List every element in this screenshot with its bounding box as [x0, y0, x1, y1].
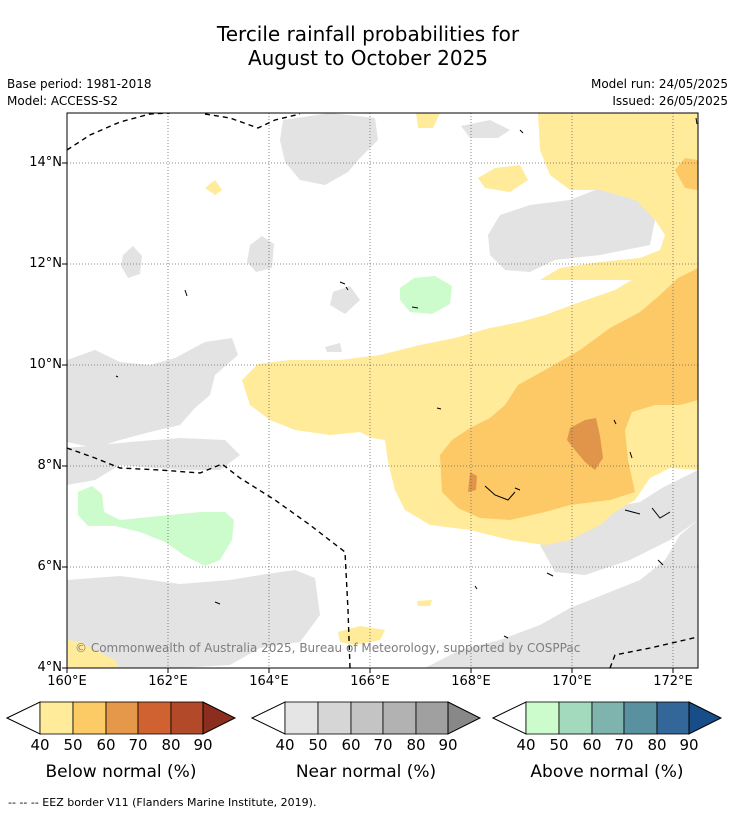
cbar-near-swatch [317, 701, 352, 735]
lon-label-168e: 168°E [451, 674, 491, 689]
above-tick-50: 50 [549, 736, 569, 754]
near-tick-40: 40 [275, 736, 295, 754]
near-normal-colorbar [251, 701, 482, 735]
near-tick-90: 90 [438, 736, 458, 754]
lon-label-164e: 164°E [249, 674, 289, 689]
map-title-line-1: Tercile rainfall probabilities for [216, 22, 520, 46]
above-normal-colorbar [492, 701, 723, 735]
lon-label-166e: 166°E [350, 674, 390, 689]
eez-border-lines [67, 113, 698, 668]
above-normal-label: Above normal (%) [530, 762, 684, 782]
above-tick-60: 60 [582, 736, 602, 754]
near-normal-label: Near normal (%) [295, 762, 437, 782]
lat-label-14n: 14°N [29, 155, 62, 170]
near-tick-60: 60 [341, 736, 361, 754]
below-normal-label: Below normal (%) [45, 762, 197, 782]
probability-map [62, 112, 699, 673]
below-normal-60-70-regions [468, 418, 603, 492]
above-normal-40-50-regions [78, 276, 452, 566]
copyright-notice: © Commonwealth of Australia 2025, Bureau… [75, 641, 581, 655]
near-tick-50: 50 [308, 736, 328, 754]
cbar-above-swatch [688, 701, 723, 735]
cbar-below-swatch [170, 701, 204, 735]
cbar-above-swatch [623, 701, 658, 735]
below-tick-90: 90 [193, 736, 213, 754]
lon-label-172e: 172°E [653, 674, 693, 689]
cbar-below-swatch [202, 701, 237, 735]
map-gridlines [67, 113, 698, 668]
lat-label-8n: 8°N [37, 458, 63, 473]
cbar-above-swatch [591, 701, 625, 735]
cbar-below-swatch [137, 701, 172, 735]
below-tick-60: 60 [96, 736, 116, 754]
model-run-text: Model run: 24/05/2025 [590, 77, 728, 91]
base-period-text: Base period: 1981-2018 [7, 77, 152, 91]
map-title-line-2: August to October 2025 [247, 46, 489, 70]
issued-date-text: Issued: 26/05/2025 [612, 94, 728, 108]
axis-ticks [62, 162, 674, 673]
cbar-below-swatch [105, 701, 139, 735]
cbar-above-swatch [656, 701, 690, 735]
cbar-below-swatch [72, 701, 107, 735]
above-tick-80: 80 [647, 736, 667, 754]
cbar-near-swatch [382, 701, 417, 735]
below-tick-70: 70 [128, 736, 148, 754]
lon-label-160e: 160°E [47, 674, 87, 689]
near-tick-80: 80 [406, 736, 426, 754]
island-outlines [115, 117, 698, 639]
near-tick-70: 70 [373, 736, 393, 754]
eez-border-note: -- -- -- EEZ border V11 (Flanders Marine… [8, 796, 317, 809]
lat-label-6n: 6°N [37, 559, 63, 574]
cbar-near-swatch [284, 701, 319, 735]
below-normal-colorbar [6, 701, 237, 735]
lon-label-162e: 162°E [148, 674, 188, 689]
above-tick-40: 40 [516, 736, 536, 754]
cbar-near-swatch [350, 701, 384, 735]
below-tick-80: 80 [161, 736, 181, 754]
below-tick-50: 50 [63, 736, 83, 754]
lon-label-170e: 170°E [552, 674, 592, 689]
cbar-above-swatch [558, 701, 593, 735]
cbar-near-swatch [415, 701, 449, 735]
above-tick-90: 90 [679, 736, 699, 754]
cbar-near-swatch [447, 701, 482, 735]
cbar-above-swatch [525, 701, 560, 735]
below-normal-50-60-regions [440, 158, 698, 520]
model-name-text: Model: ACCESS-S2 [7, 94, 119, 108]
below-tick-40: 40 [30, 736, 50, 754]
cbar-below-swatch [39, 701, 74, 735]
map-frame [66, 112, 699, 669]
lat-label-12n: 12°N [29, 256, 62, 271]
lat-label-10n: 10°N [29, 357, 62, 372]
lat-label-4n: 4°N [37, 660, 63, 675]
above-tick-70: 70 [614, 736, 634, 754]
near-normal-regions [67, 113, 698, 668]
